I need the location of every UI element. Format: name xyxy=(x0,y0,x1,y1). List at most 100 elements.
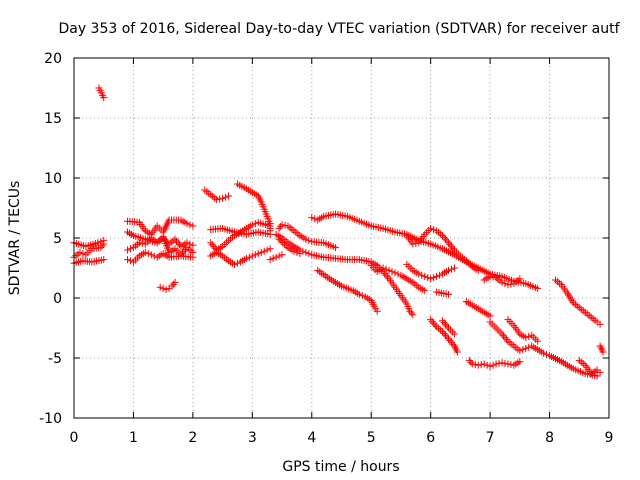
data-point xyxy=(275,252,283,260)
x-tick-label: 9 xyxy=(605,430,614,446)
data-point xyxy=(534,284,542,292)
data-point xyxy=(280,240,288,248)
data-point xyxy=(474,266,482,274)
data-point xyxy=(305,250,313,258)
data-point xyxy=(427,224,435,232)
data-point xyxy=(308,214,316,222)
data-point xyxy=(173,237,181,245)
data-point xyxy=(477,361,485,369)
x-axis-label: GPS time / hours xyxy=(282,459,399,475)
data-point xyxy=(138,239,146,247)
data-point xyxy=(593,372,601,380)
data-point xyxy=(504,360,512,368)
data-point xyxy=(442,235,450,243)
data-point xyxy=(507,280,515,288)
data-point xyxy=(412,239,420,247)
data-point xyxy=(415,270,423,278)
data-point xyxy=(440,233,448,241)
y-tick-label: 10 xyxy=(44,171,62,187)
x-tick-label: 2 xyxy=(188,430,197,446)
data-point xyxy=(373,307,381,315)
data-point xyxy=(486,272,494,280)
data-point xyxy=(156,283,164,291)
data-point xyxy=(433,272,441,280)
data-point xyxy=(126,245,134,253)
data-point xyxy=(254,250,262,258)
data-point xyxy=(186,240,194,248)
data-point xyxy=(504,281,512,289)
data-point xyxy=(141,248,149,256)
data-point xyxy=(516,347,524,355)
data-point xyxy=(499,332,507,340)
data-point xyxy=(266,256,274,264)
data-point xyxy=(213,196,221,204)
data-point xyxy=(447,242,455,250)
data-point xyxy=(384,273,392,281)
data-point xyxy=(409,311,417,319)
data-point xyxy=(135,239,143,247)
data-point xyxy=(277,237,285,245)
data-point xyxy=(474,361,482,369)
data-point xyxy=(263,246,271,254)
y-tick-label: 0 xyxy=(53,291,62,307)
data-point xyxy=(245,253,253,261)
data-point xyxy=(596,368,604,376)
data-point xyxy=(480,360,488,368)
data-point xyxy=(186,221,194,229)
data-point xyxy=(501,334,509,342)
data-point xyxy=(394,270,402,278)
data-point xyxy=(272,253,280,261)
data-point xyxy=(242,254,250,262)
data-point xyxy=(424,274,432,282)
x-tick-label: 5 xyxy=(367,430,376,446)
data-point xyxy=(492,360,500,368)
data-point xyxy=(170,280,178,288)
data-point xyxy=(516,358,524,366)
data-point xyxy=(498,359,506,367)
data-point xyxy=(97,244,105,252)
data-point xyxy=(439,317,447,325)
data-point xyxy=(445,290,452,298)
data-point xyxy=(222,193,230,201)
data-point xyxy=(278,251,286,259)
data-point xyxy=(124,256,131,264)
data-point xyxy=(100,256,108,264)
data-point xyxy=(275,235,283,243)
data-point xyxy=(465,356,473,364)
data-point xyxy=(210,242,218,250)
data-point xyxy=(519,346,527,354)
data-point xyxy=(427,275,435,283)
data-point xyxy=(189,253,197,261)
data-point xyxy=(446,337,454,345)
data-point xyxy=(277,223,285,231)
data-point xyxy=(447,265,455,273)
data-point xyxy=(428,317,436,325)
x-tick-label: 6 xyxy=(426,430,435,446)
axis-ticks xyxy=(73,57,610,419)
data-point xyxy=(178,249,186,257)
data-point xyxy=(231,260,238,268)
y-axis-label: SDTVAR / TECUs xyxy=(7,181,23,296)
y-tick-label: 15 xyxy=(44,111,62,127)
data-point xyxy=(439,232,447,240)
data-point xyxy=(147,251,155,259)
x-tick-label: 3 xyxy=(248,430,257,446)
data-point xyxy=(355,290,363,298)
data-point xyxy=(450,264,458,272)
data-point xyxy=(440,319,448,327)
data-point xyxy=(409,240,417,248)
data-point xyxy=(449,340,457,348)
data-point xyxy=(427,316,435,324)
data-point xyxy=(183,220,191,228)
data-point xyxy=(207,239,215,247)
data-point xyxy=(382,271,390,279)
data-point xyxy=(431,321,439,329)
data-point xyxy=(421,272,429,280)
data-point xyxy=(98,242,106,250)
data-point xyxy=(525,332,533,340)
data-point xyxy=(543,350,551,358)
data-point xyxy=(260,247,268,255)
data-point xyxy=(176,241,184,249)
